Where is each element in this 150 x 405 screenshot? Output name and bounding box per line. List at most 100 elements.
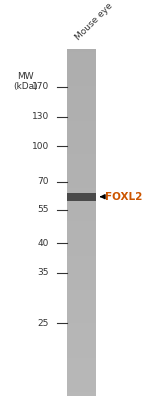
Bar xyxy=(67,382,96,384)
Bar xyxy=(67,224,96,226)
Bar xyxy=(67,138,96,140)
Bar xyxy=(67,51,96,53)
Bar xyxy=(67,345,96,347)
Bar xyxy=(67,297,96,299)
Bar xyxy=(67,136,96,138)
Bar xyxy=(67,127,96,129)
Bar xyxy=(67,165,96,167)
Bar xyxy=(67,229,96,231)
Bar xyxy=(67,248,96,250)
Bar xyxy=(67,250,96,252)
Bar xyxy=(67,107,96,109)
Bar xyxy=(67,307,96,309)
Bar xyxy=(67,214,96,216)
Bar xyxy=(67,302,96,304)
Bar xyxy=(67,373,96,375)
Bar xyxy=(67,105,96,107)
Text: MW
(kDa): MW (kDa) xyxy=(13,72,37,92)
Bar xyxy=(67,335,96,337)
Bar xyxy=(67,350,96,352)
Bar xyxy=(67,273,96,275)
Bar xyxy=(67,326,96,328)
Bar xyxy=(67,151,96,153)
Bar xyxy=(67,93,96,95)
Bar xyxy=(67,240,96,242)
Bar xyxy=(67,234,96,237)
Bar xyxy=(67,368,96,370)
Bar xyxy=(67,364,96,366)
Bar xyxy=(67,366,96,368)
Bar xyxy=(67,338,96,340)
Bar xyxy=(67,91,96,93)
Bar xyxy=(67,82,96,84)
Bar xyxy=(67,288,96,290)
Bar xyxy=(67,305,96,307)
Bar xyxy=(67,124,96,126)
Bar xyxy=(67,193,96,201)
Bar xyxy=(67,238,96,240)
Bar xyxy=(67,375,96,377)
Bar xyxy=(67,183,96,185)
Text: 70: 70 xyxy=(37,177,49,186)
Bar xyxy=(67,119,96,121)
Bar xyxy=(67,56,96,58)
Bar xyxy=(67,319,96,321)
Bar xyxy=(67,311,96,313)
Bar xyxy=(67,94,96,96)
Bar xyxy=(67,207,96,209)
Bar xyxy=(67,139,96,141)
Bar xyxy=(67,262,96,264)
Bar xyxy=(67,349,96,351)
Bar xyxy=(67,219,96,221)
Bar xyxy=(67,241,96,243)
Bar xyxy=(67,113,96,115)
Bar xyxy=(67,226,96,228)
Bar xyxy=(67,354,96,356)
Bar xyxy=(67,181,96,183)
Bar xyxy=(67,347,96,349)
Bar xyxy=(67,169,96,171)
Bar xyxy=(67,141,96,143)
Bar xyxy=(67,371,96,373)
Bar xyxy=(67,342,96,344)
Bar xyxy=(67,321,96,323)
Bar xyxy=(67,131,96,133)
Bar xyxy=(67,134,96,136)
Bar xyxy=(67,215,96,217)
Bar xyxy=(67,383,96,385)
Text: 25: 25 xyxy=(37,319,49,328)
Bar xyxy=(67,198,96,200)
Bar xyxy=(67,172,96,174)
Text: 100: 100 xyxy=(32,142,49,151)
Bar xyxy=(67,392,96,394)
Bar xyxy=(67,186,96,188)
Bar xyxy=(67,222,96,224)
Bar xyxy=(67,266,96,268)
Bar xyxy=(67,343,96,345)
Bar xyxy=(67,267,96,269)
Bar xyxy=(67,255,96,257)
Bar xyxy=(67,202,96,204)
Text: 35: 35 xyxy=(37,269,49,277)
Bar xyxy=(67,252,96,254)
Bar xyxy=(67,77,96,79)
Bar xyxy=(67,394,96,396)
Text: 40: 40 xyxy=(37,239,49,248)
Bar xyxy=(67,380,96,382)
Bar xyxy=(67,352,96,354)
Bar xyxy=(67,361,96,363)
Bar xyxy=(67,333,96,335)
Bar xyxy=(67,276,96,278)
Bar xyxy=(67,68,96,70)
Bar xyxy=(67,290,96,292)
Bar xyxy=(67,81,96,83)
Bar xyxy=(67,145,96,147)
Bar xyxy=(67,100,96,102)
Bar xyxy=(67,49,96,51)
Bar xyxy=(67,190,96,192)
Bar xyxy=(67,160,96,162)
Bar xyxy=(67,112,96,114)
Bar xyxy=(67,314,96,316)
Bar xyxy=(67,264,96,266)
Bar xyxy=(67,126,96,128)
